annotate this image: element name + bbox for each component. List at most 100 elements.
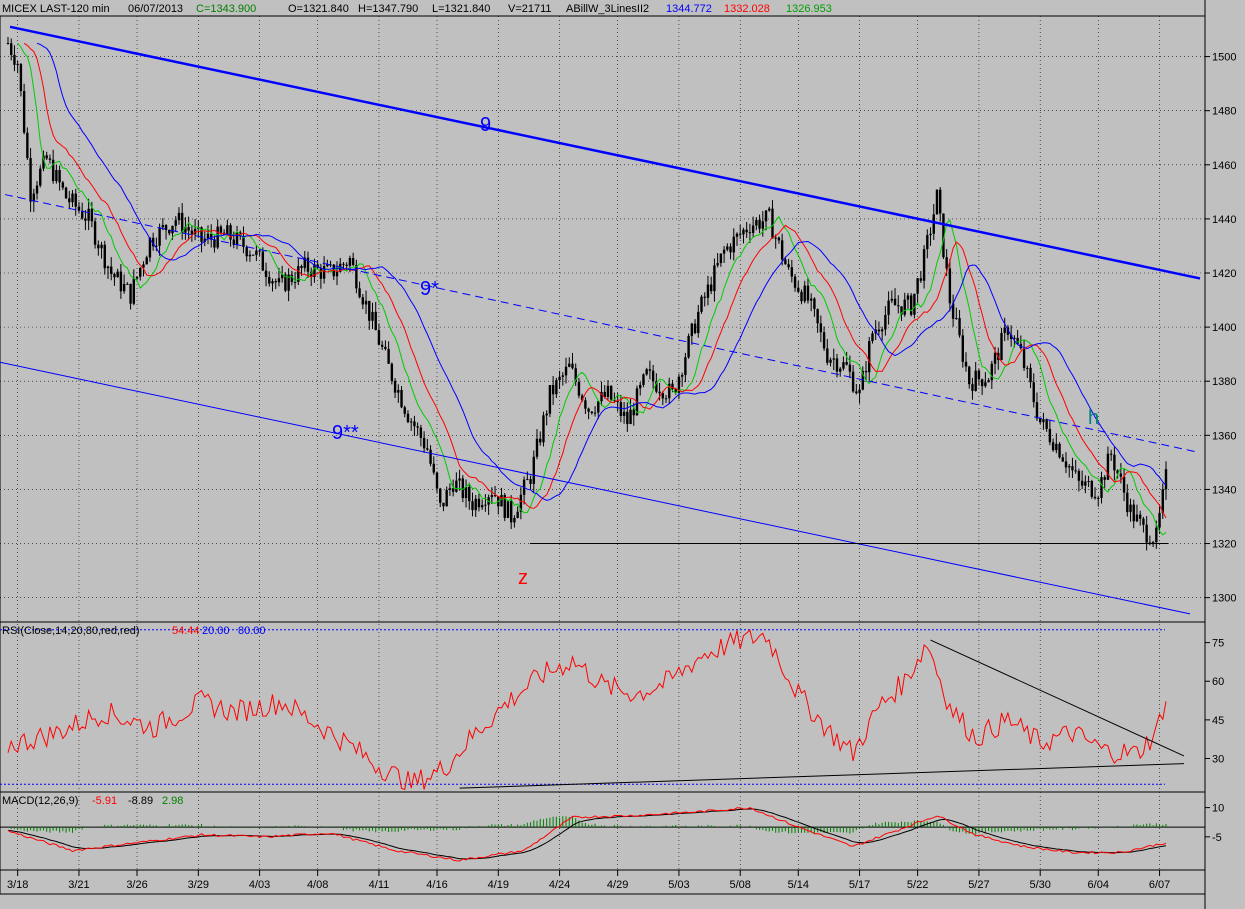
candle-body bbox=[435, 472, 439, 489]
candle-body bbox=[406, 413, 410, 423]
candle-body bbox=[500, 494, 503, 507]
candle-body bbox=[809, 298, 813, 301]
candle-body bbox=[868, 341, 871, 373]
candle-body bbox=[1068, 466, 1071, 468]
candle-body bbox=[535, 438, 539, 457]
candle-body bbox=[842, 362, 845, 369]
candle-body bbox=[184, 227, 187, 233]
candle-body bbox=[58, 170, 61, 183]
candle-body bbox=[574, 368, 577, 382]
candle-body bbox=[97, 244, 100, 249]
candle-body bbox=[519, 494, 523, 512]
candle-body bbox=[387, 348, 390, 364]
price-tick-label: 1380 bbox=[1212, 376, 1236, 388]
candle-body bbox=[1000, 332, 1003, 361]
candle-body bbox=[513, 517, 516, 523]
candle-body bbox=[739, 233, 742, 235]
candle-body bbox=[200, 227, 203, 242]
candle-body bbox=[509, 501, 513, 523]
candle-body bbox=[977, 370, 981, 380]
candle-body bbox=[416, 426, 419, 428]
candle-body bbox=[645, 369, 648, 375]
candle-body bbox=[990, 363, 994, 381]
candle-body bbox=[732, 236, 735, 253]
date-tick-label: 5/03 bbox=[668, 879, 689, 891]
candle-body bbox=[584, 400, 587, 409]
candle-body bbox=[245, 247, 248, 257]
candle-body bbox=[893, 298, 897, 306]
candle-body bbox=[1032, 382, 1035, 403]
candle-body bbox=[803, 285, 806, 302]
candle-body bbox=[822, 332, 826, 349]
candle-body bbox=[155, 245, 158, 247]
candle-body bbox=[348, 257, 352, 266]
candle-body bbox=[393, 380, 397, 393]
candle-body bbox=[561, 375, 565, 377]
candle-body bbox=[964, 361, 968, 367]
candle-body bbox=[306, 257, 310, 272]
candle-body bbox=[419, 427, 423, 438]
candle-body bbox=[129, 283, 132, 304]
candle-body bbox=[477, 498, 481, 508]
macd-label: MACD(12,26,9) bbox=[2, 795, 78, 807]
candle-body bbox=[1013, 337, 1016, 340]
header-study-blue: 1344.772 bbox=[666, 3, 712, 15]
price-tick-label: 1420 bbox=[1212, 268, 1236, 280]
candle-body bbox=[1109, 453, 1113, 455]
candle-body bbox=[668, 383, 671, 399]
candle-body bbox=[103, 244, 106, 269]
rsi-tick-label: 60 bbox=[1212, 676, 1224, 688]
candle-body bbox=[748, 232, 752, 234]
candle-body bbox=[722, 249, 726, 254]
candle-body bbox=[642, 374, 645, 385]
candle-body bbox=[568, 363, 571, 367]
candle-body bbox=[442, 502, 445, 507]
candle-body bbox=[590, 411, 594, 414]
candle-body bbox=[10, 43, 13, 55]
rsi-line bbox=[7, 629, 1167, 791]
ma-green-line bbox=[17, 42, 1167, 536]
channel-9-line bbox=[9, 25, 1201, 280]
candle-body bbox=[303, 257, 306, 269]
candle-body bbox=[864, 370, 868, 373]
candle-body bbox=[1035, 402, 1039, 419]
candle-body bbox=[135, 276, 139, 279]
candle-body bbox=[380, 344, 384, 347]
candle-body bbox=[942, 213, 945, 258]
candle-body bbox=[242, 236, 245, 248]
candle-body bbox=[1080, 480, 1084, 486]
candle-body bbox=[422, 437, 426, 449]
candle-body bbox=[755, 219, 758, 226]
candle-body bbox=[932, 214, 935, 234]
candle-body bbox=[768, 208, 771, 211]
price-tick-label: 1500 bbox=[1212, 52, 1236, 64]
candle-body bbox=[922, 249, 926, 281]
candle-body bbox=[371, 311, 374, 321]
candle-body bbox=[213, 239, 216, 248]
rsi-trendline bbox=[459, 763, 1185, 789]
price-tick-label: 1400 bbox=[1212, 322, 1236, 334]
candle-body bbox=[784, 259, 787, 265]
macd-value: -5.91 bbox=[92, 795, 117, 807]
candle-body bbox=[471, 501, 474, 511]
candle-body bbox=[626, 411, 629, 425]
candle-body bbox=[93, 221, 97, 245]
candle-body bbox=[558, 376, 561, 381]
candle-body bbox=[439, 488, 442, 503]
candle-body bbox=[555, 380, 558, 395]
candle-body bbox=[190, 230, 194, 235]
rsi-low: 20.00 bbox=[202, 625, 230, 637]
candle-body bbox=[451, 488, 455, 492]
candle-body bbox=[658, 391, 661, 394]
candle-body bbox=[826, 348, 829, 363]
candle-body bbox=[664, 398, 668, 400]
rsi-plot bbox=[7, 629, 1185, 791]
date-tick-label: 5/27 bbox=[968, 879, 989, 891]
candle-body bbox=[455, 480, 458, 492]
candle-body bbox=[313, 264, 316, 278]
header-close: C=1343.900 bbox=[196, 3, 256, 15]
candle-body bbox=[880, 329, 884, 332]
candle-body bbox=[158, 227, 161, 246]
candle-body bbox=[655, 381, 658, 392]
